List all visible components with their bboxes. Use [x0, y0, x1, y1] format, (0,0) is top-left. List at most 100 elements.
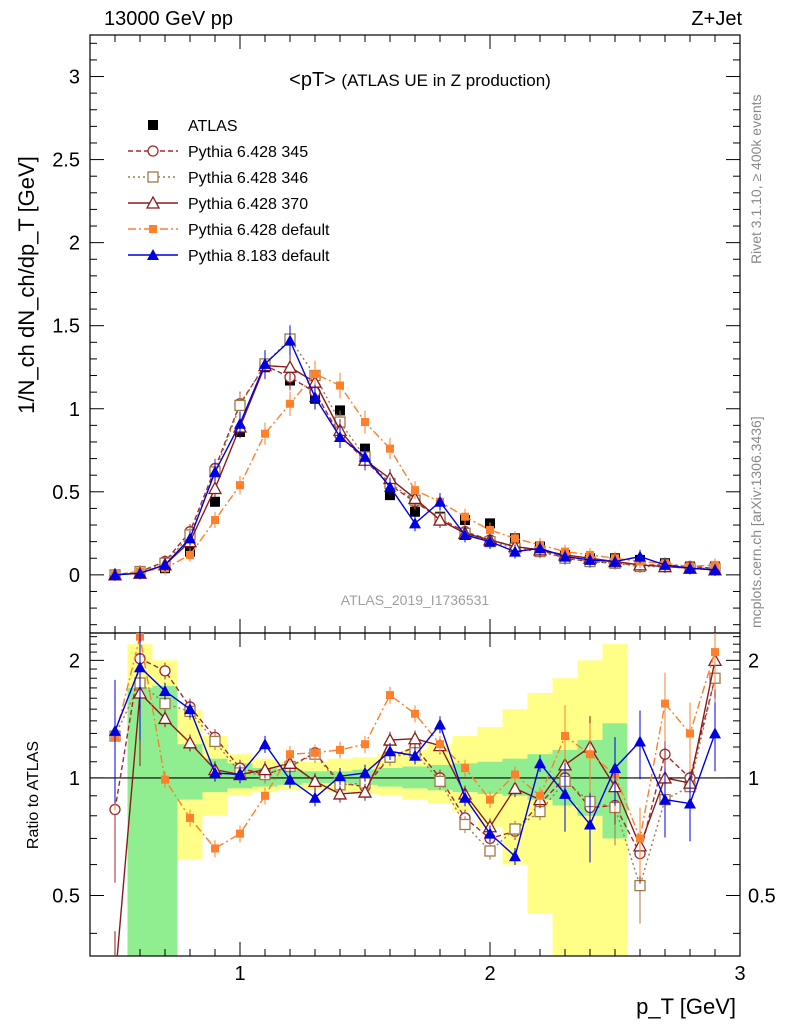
data-point-p8: [209, 465, 221, 477]
ratio-point-p8: [434, 718, 446, 730]
series-line-p346: [114, 337, 715, 576]
data-point-p370: [282, 359, 298, 373]
ratio-point-p8: [659, 793, 671, 805]
legend-label-p370: Pythia 6.428 370: [188, 196, 308, 213]
ratio-point-p8: [234, 768, 246, 780]
y-tick-label: 2.5: [52, 150, 80, 172]
ratio-point-p6def: [636, 834, 644, 843]
y-axis-label: 1/N_ch dN_ch/dp_T [GeV]: [14, 156, 39, 414]
data-point-p8: [584, 553, 596, 565]
legend-marker-data: [148, 120, 158, 130]
legend-label-p345: Pythia 6.428 345: [188, 144, 308, 161]
series-p8: [109, 326, 721, 581]
y-tick-label: 3: [69, 67, 80, 89]
x-tick-label: 3: [734, 963, 745, 985]
ratio-point-p6def: [211, 844, 219, 853]
data-point-p6def: [286, 399, 294, 408]
x-tick-label: 1: [234, 963, 245, 985]
ratio-point-p8: [359, 766, 371, 778]
ratio-point-p6def: [561, 732, 569, 741]
ratio-point-p6def: [511, 770, 519, 779]
ratio-point-p6def: [286, 750, 294, 759]
ratio-point-p370: [157, 711, 173, 725]
legend-marker-p346: [147, 171, 159, 183]
legend-marker-p6def: [149, 225, 157, 233]
ratio-point-p8: [459, 791, 471, 803]
y-tick-label: 0: [69, 565, 80, 587]
ratio-point-p370: [407, 731, 423, 745]
ratio-y-tick-label-right: 0.5: [748, 886, 776, 908]
ratio-point-p346: [509, 823, 521, 835]
ratio-y-tick-label-left: 0.5: [52, 886, 80, 908]
data-point-p8: [284, 334, 296, 346]
ratio-y-tick-label-right: 2: [748, 650, 759, 672]
ratio-point-p6def: [311, 748, 319, 757]
ratio-point-p6def: [411, 709, 419, 718]
data-point-p6def: [486, 526, 494, 535]
legend-marker-p8: [147, 249, 159, 260]
data-point-p6def: [461, 512, 469, 521]
watermark: ATLAS_2019_I1736531: [341, 592, 490, 608]
y-tick-label: 2: [69, 233, 80, 255]
data-point-p8: [484, 535, 496, 547]
ratio-point-p8: [509, 850, 521, 862]
ratio-point-p346: [434, 775, 446, 788]
ratio-point-p8: [684, 797, 696, 809]
data-point-p6def: [411, 486, 419, 495]
ratio-point-p6def: [711, 648, 719, 657]
data-point-p8: [434, 495, 446, 507]
ratio-point-p370: [357, 784, 373, 798]
data-point-data: [210, 496, 220, 507]
band-inner-bin: [177, 744, 203, 800]
data-point-p8: [634, 550, 646, 562]
data-point-p8: [159, 558, 171, 570]
ratio-point-p6def: [236, 829, 244, 838]
data-point-p6def: [361, 418, 369, 427]
ratio-point-p370: [332, 786, 348, 800]
data-point-p8: [109, 568, 121, 580]
data-point-data: [335, 405, 345, 416]
ratio-point-p6def: [361, 740, 369, 749]
data-point-p6def: [211, 516, 219, 525]
data-point-p8: [359, 450, 371, 462]
ratio-point-p6def: [461, 764, 469, 773]
plot-title: <pT> (ATLAS UE in Z production): [289, 69, 551, 91]
data-point-p8: [559, 550, 571, 562]
ratio-point-p8: [259, 738, 271, 750]
data-point-p8: [709, 563, 721, 575]
legend-label-p346: Pythia 6.428 346: [188, 170, 308, 187]
ratio-point-p6def: [261, 791, 269, 800]
series-p345: [109, 352, 721, 581]
ratio-point-p346: [159, 697, 171, 710]
series-line-p8: [114, 339, 716, 576]
data-point-p6def: [336, 381, 344, 390]
data-point-p8: [459, 528, 471, 540]
ratio-y-tick-label-right: 1: [748, 768, 759, 790]
ratio-point-p6def: [161, 775, 169, 784]
ratio-point-p6def: [686, 729, 694, 738]
data-point-p8: [309, 391, 321, 403]
series-data: [110, 362, 720, 580]
ratio-point-p8: [209, 766, 221, 778]
ratio-point-p8: [634, 735, 646, 747]
ratio-point-p8: [134, 661, 146, 673]
ratio-point-p346: [484, 845, 496, 857]
header-right: Z+Jet: [691, 8, 742, 30]
ratio-point-p6def: [586, 750, 594, 759]
series-line-p6def: [114, 373, 716, 576]
data-point-p370: [207, 481, 223, 495]
ratio-point-p370: [507, 781, 523, 795]
data-point-p8: [184, 532, 196, 544]
data-point-p6def: [186, 550, 194, 559]
legend-label-p6def: Pythia 6.428 default: [188, 222, 330, 239]
series-line-p345: [114, 364, 716, 576]
data-point-p8: [134, 567, 146, 579]
ratio-point-p8: [559, 787, 571, 799]
data-point-p8: [409, 517, 421, 529]
ratio-point-p370: [257, 762, 273, 776]
data-point-p346: [234, 399, 246, 412]
ratio-series-p8: [109, 633, 721, 865]
data-point-p6def: [311, 369, 319, 378]
legend-marker-p370: [145, 195, 161, 209]
series-p346: [109, 324, 721, 581]
